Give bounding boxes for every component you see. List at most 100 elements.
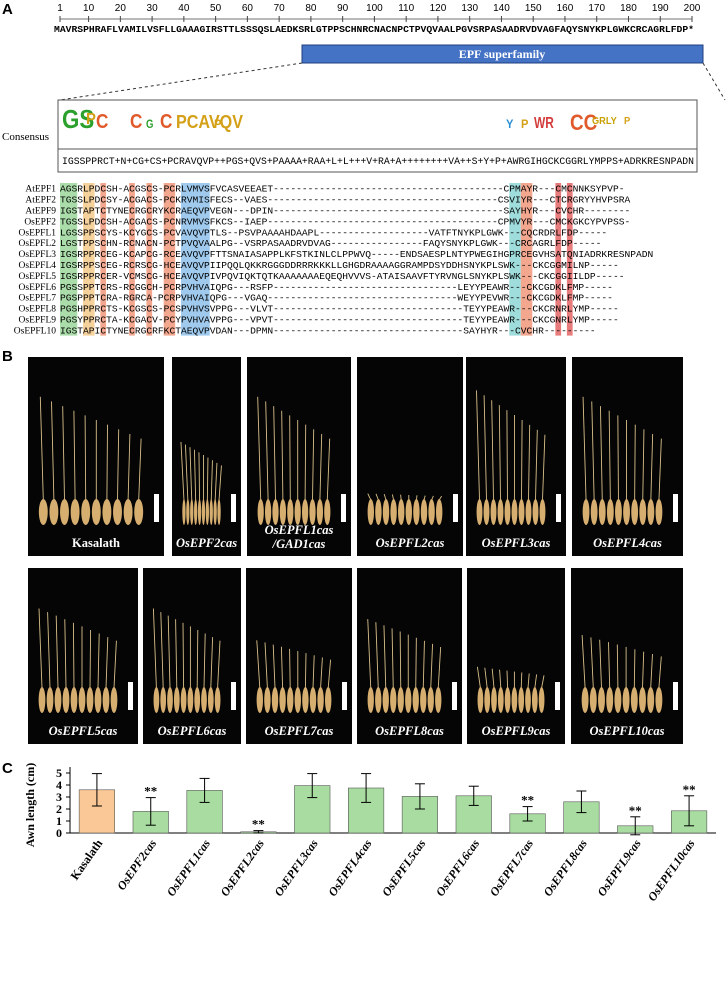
grain: [153, 687, 160, 713]
grain: [511, 687, 518, 713]
photo-panel: [28, 568, 138, 744]
grain: [622, 687, 630, 713]
awn: [289, 648, 291, 689]
grain: [497, 499, 504, 525]
alignment-sequence: PGSPPPTCRA-RGRCA-PCRPVHVAIQPG---VGAQ----…: [60, 293, 613, 304]
zoom-line: [59, 62, 303, 101]
photo-panel: [172, 357, 241, 556]
scale-bar: [556, 494, 561, 522]
logo-letter: P: [86, 111, 96, 128]
ruler-label: 180: [620, 3, 637, 14]
alignment-name: AtEPF2: [25, 196, 56, 206]
awn: [650, 433, 654, 501]
ruler-label: 1: [57, 3, 63, 14]
scale-bar: [673, 682, 678, 710]
grain: [511, 499, 518, 525]
grain: [325, 687, 332, 713]
alignment-highlight: [163, 183, 176, 336]
grain: [518, 499, 525, 525]
awn: [38, 608, 43, 689]
x-tick-label: OsEPFL2cas: [218, 836, 268, 898]
scale-bar: [231, 682, 236, 710]
awn: [375, 622, 379, 689]
awn: [72, 622, 75, 689]
alignment-name: AtEPF1: [25, 185, 56, 195]
awn: [476, 390, 480, 501]
alignment-highlight: [60, 183, 78, 336]
ruler-label: 110: [398, 3, 414, 14]
awn: [506, 670, 509, 689]
photo-label: OsEPF2cas: [176, 536, 237, 550]
grain: [287, 687, 294, 713]
photo-label: OsEPFL5cas: [49, 724, 118, 738]
grain: [38, 499, 48, 525]
scale-bar: [154, 494, 159, 522]
grain: [309, 499, 316, 525]
alignment-highlight: [509, 183, 521, 336]
logo-letter: G: [146, 117, 153, 131]
x-tick-label: OsEPFL4cas: [325, 836, 375, 898]
grain: [614, 687, 622, 713]
grain: [504, 687, 511, 713]
panel-label: C: [2, 760, 13, 777]
grain: [317, 687, 324, 713]
grain: [279, 499, 287, 525]
awn: [160, 612, 164, 689]
grain: [655, 687, 663, 713]
awn: [113, 640, 117, 689]
ruler-label: 200: [684, 3, 701, 14]
awn: [105, 637, 109, 689]
grain: [205, 499, 209, 525]
grain: [390, 499, 397, 525]
grain: [54, 687, 62, 713]
awn: [534, 674, 538, 689]
awn: [437, 646, 442, 689]
grain: [525, 499, 532, 525]
awn: [617, 415, 619, 501]
photo-panel: [357, 357, 463, 556]
alignment-sequence: IGSTAPTCTYNECRGCRYKCRAEQVPVEGN---DPIN---…: [60, 206, 630, 217]
grain: [187, 687, 194, 713]
grain: [213, 499, 217, 525]
logo-letter: P: [624, 116, 631, 127]
logo-letter: C: [96, 111, 108, 133]
awn: [198, 452, 200, 501]
scale-bar: [555, 682, 560, 710]
awn: [608, 642, 611, 689]
logo-letter: WR: [534, 115, 554, 132]
grain: [102, 499, 112, 525]
awn: [73, 410, 76, 501]
alignment-sequence: PGSYPPRCTA-KCGACV-PCYPVHVAVPPG---VPVT---…: [60, 315, 619, 326]
logo-letter: C: [130, 111, 142, 133]
grain: [182, 499, 186, 525]
awn: [210, 637, 214, 689]
photo-panel: [572, 357, 683, 556]
awn: [430, 643, 433, 689]
grain: [539, 499, 546, 525]
y-tick-label: 2: [56, 802, 62, 816]
grain: [390, 687, 397, 713]
grain: [207, 687, 214, 713]
alignment-name: OsEPFL2: [19, 239, 57, 249]
logo-letter: PCAVQV: [176, 112, 243, 132]
awn: [97, 633, 100, 689]
awn: [62, 406, 65, 501]
grain: [398, 499, 405, 525]
grain: [197, 499, 202, 525]
grain: [497, 687, 504, 713]
alignment-highlight: [520, 183, 533, 336]
grain: [81, 499, 91, 525]
x-tick-label: OsEPFL6cas: [433, 836, 483, 898]
significance: **: [252, 817, 265, 832]
grain: [367, 687, 374, 713]
alignment-highlight: [129, 183, 135, 336]
grain: [525, 687, 531, 713]
photo-label: OsEPFL9cas: [482, 724, 551, 738]
awn: [194, 449, 197, 501]
awn: [180, 441, 185, 501]
alignment-sequence: PGSHPPRCTS-KCGSCS-PCSPVHVSVPPG---VLVT---…: [60, 304, 619, 315]
awn: [47, 612, 51, 689]
grain: [538, 687, 545, 713]
ruler-label: 90: [337, 3, 349, 14]
photo-label: OsEPFL7cas: [265, 724, 334, 738]
